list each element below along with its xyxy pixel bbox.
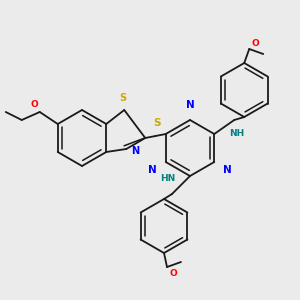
- Text: N: N: [223, 165, 232, 175]
- Text: O: O: [251, 39, 259, 48]
- Text: HN: HN: [160, 174, 175, 183]
- Text: N: N: [148, 165, 157, 175]
- Text: O: O: [170, 269, 178, 278]
- Text: S: S: [153, 118, 160, 128]
- Text: N: N: [131, 146, 140, 156]
- Text: N: N: [186, 100, 194, 110]
- Text: S: S: [120, 93, 127, 103]
- Text: O: O: [30, 100, 38, 109]
- Text: NH: NH: [229, 129, 244, 138]
